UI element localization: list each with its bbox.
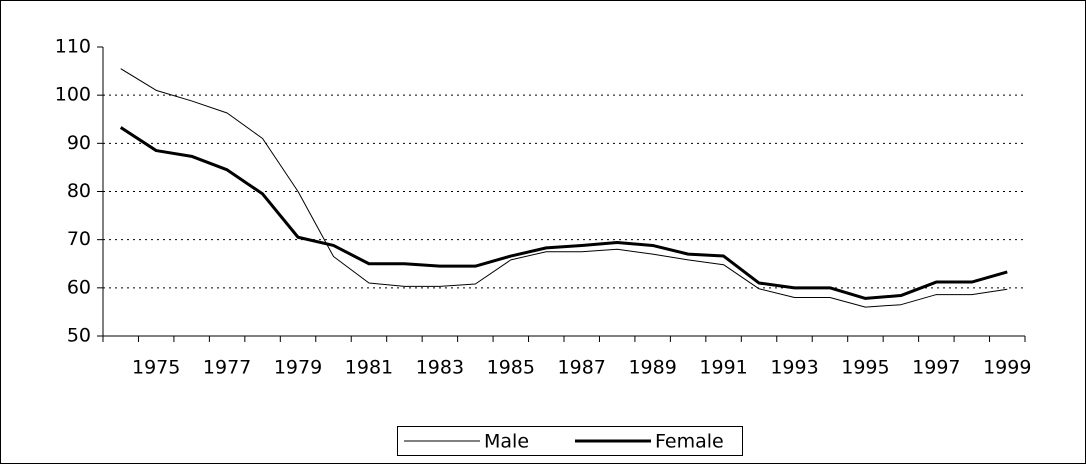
x-tick-label: 1977 <box>203 357 251 379</box>
y-tick-label: 80 <box>67 180 91 202</box>
x-tick-label: 1983 <box>416 357 464 379</box>
y-tick-label: 90 <box>67 132 91 154</box>
x-tick-label: 1991 <box>699 357 747 379</box>
y-tick-label: 50 <box>67 325 91 347</box>
x-tick-label: 1979 <box>274 357 322 379</box>
y-tick-label: 70 <box>67 228 91 250</box>
x-tick-label: 1999 <box>983 357 1031 379</box>
x-tick-label: 1993 <box>770 357 818 379</box>
line-series <box>120 68 1008 308</box>
x-tick-label: 1997 <box>912 357 960 379</box>
x-tick-label: 1985 <box>487 357 535 379</box>
y-tick-label: 100 <box>55 84 91 106</box>
legend-label: Female <box>655 431 724 453</box>
x-tick-label: 1995 <box>841 357 889 379</box>
x-tick-label: 1987 <box>558 357 606 379</box>
y-tick-label: 60 <box>67 276 91 298</box>
x-tick-label: 1975 <box>132 357 180 379</box>
x-tick-label: 1981 <box>345 357 393 379</box>
line-series <box>119 126 1008 300</box>
legend-label: Male <box>484 431 529 453</box>
x-tick-label: 1989 <box>628 357 676 379</box>
y-tick-label: 110 <box>55 36 91 58</box>
